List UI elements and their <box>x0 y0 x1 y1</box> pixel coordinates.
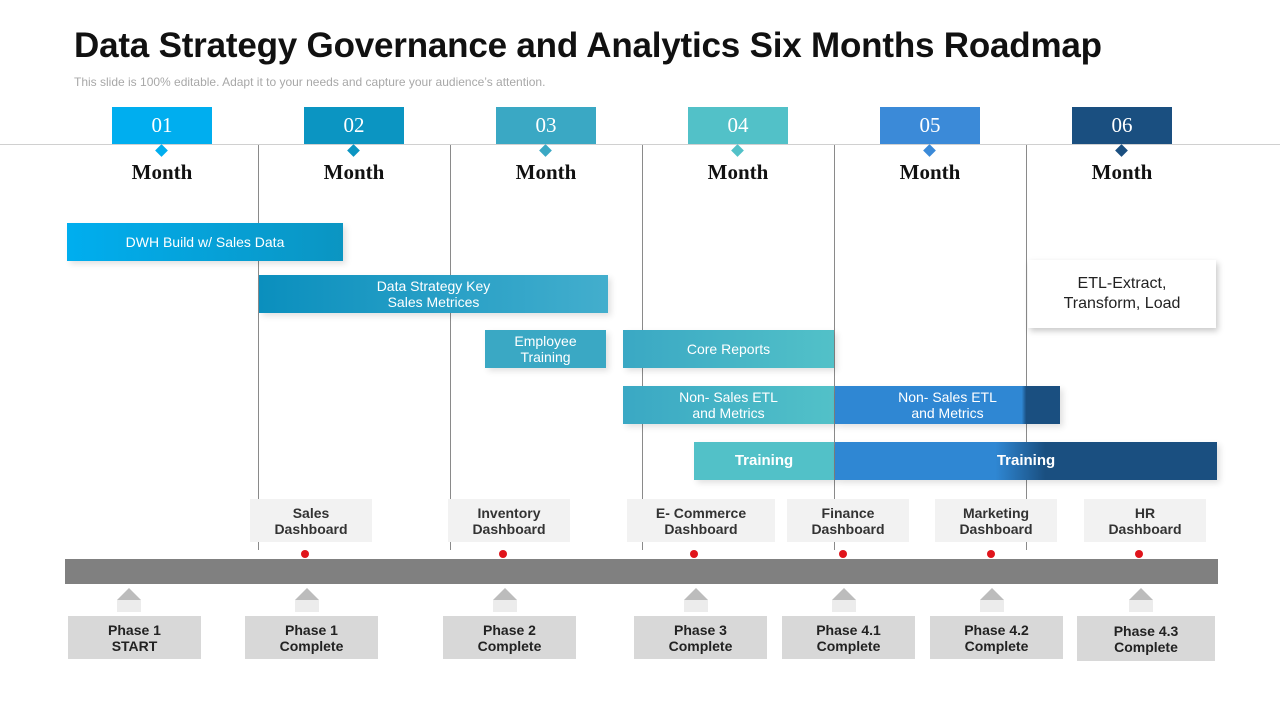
page-title: Data Strategy Governance and Analytics S… <box>74 26 1102 65</box>
phase-pointer <box>117 588 141 600</box>
phase-pointer <box>1129 588 1153 600</box>
month-label: Month <box>899 160 961 184</box>
phase-pointer <box>493 588 517 600</box>
task-bar-dwh-build: DWH Build w/ Sales Data <box>67 223 343 261</box>
dashboard-label: HR Dashboard <box>1084 499 1206 542</box>
dashboard-label: Marketing Dashboard <box>935 499 1057 542</box>
task-bar-non-sales-etl: Non- Sales ETL and Metrics <box>835 386 1060 424</box>
phase-pointer-stem <box>684 600 708 612</box>
month-divider <box>1026 145 1027 550</box>
month-number-badge: 01 <box>112 107 212 144</box>
phase-pointer-stem <box>1129 600 1153 612</box>
milestone-dot <box>301 550 309 558</box>
task-bar-training: Training <box>835 442 1217 480</box>
phase-pointer <box>295 588 319 600</box>
phase-pointer <box>980 588 1004 600</box>
etl-note-box: ETL-Extract, Transform, Load <box>1028 260 1216 328</box>
month-label: Month <box>131 160 193 184</box>
month-diamond-marker <box>923 144 936 157</box>
month-number-badge: 05 <box>880 107 980 144</box>
month-diamond-marker <box>731 144 744 157</box>
month-divider <box>450 145 451 550</box>
month-diamond-marker <box>155 144 168 157</box>
month-diamond-marker <box>347 144 360 157</box>
phase-label: Phase 2 Complete <box>443 616 576 659</box>
task-bar-core-reports: Core Reports <box>623 330 834 368</box>
milestone-dot <box>987 550 995 558</box>
dashboard-label: Inventory Dashboard <box>448 499 570 542</box>
phase-label: Phase 3 Complete <box>634 616 767 659</box>
task-bar-data-strategy: Data Strategy Key Sales Metrices <box>259 275 608 313</box>
month-label: Month <box>515 160 577 184</box>
phase-label: Phase 1 START <box>68 616 201 659</box>
dashboard-label: E- Commerce Dashboard <box>627 499 775 542</box>
month-diamond-marker <box>1115 144 1128 157</box>
task-bar-training: Training <box>694 442 834 480</box>
month-number-badge: 04 <box>688 107 788 144</box>
phase-pointer <box>832 588 856 600</box>
milestone-dot <box>1135 550 1143 558</box>
month-number-badge: 02 <box>304 107 404 144</box>
month-number-badge: 06 <box>1072 107 1172 144</box>
phase-label: Phase 4.3 Complete <box>1077 616 1215 661</box>
dashboard-label: Finance Dashboard <box>787 499 909 542</box>
month-diamond-marker <box>539 144 552 157</box>
phase-label: Phase 1 Complete <box>245 616 378 659</box>
month-label: Month <box>1091 160 1153 184</box>
phase-label: Phase 4.2 Complete <box>930 616 1063 659</box>
phase-pointer-stem <box>980 600 1004 612</box>
phase-pointer-stem <box>295 600 319 612</box>
task-bar-employee-training: Employee Training <box>485 330 606 368</box>
task-bar-non-sales-etl: Non- Sales ETL and Metrics <box>623 386 834 424</box>
phase-pointer-stem <box>832 600 856 612</box>
month-label: Month <box>707 160 769 184</box>
month-number-badge: 03 <box>496 107 596 144</box>
month-divider <box>834 145 835 550</box>
milestone-dot <box>690 550 698 558</box>
phase-pointer-stem <box>493 600 517 612</box>
month-label: Month <box>323 160 385 184</box>
page-subtitle: This slide is 100% editable. Adapt it to… <box>74 75 546 89</box>
phase-label: Phase 4.1 Complete <box>782 616 915 659</box>
phase-pointer <box>684 588 708 600</box>
month-divider <box>258 145 259 550</box>
milestone-dot <box>839 550 847 558</box>
milestone-dot <box>499 550 507 558</box>
timeline-axis <box>65 559 1218 584</box>
dashboard-label: Sales Dashboard <box>250 499 372 542</box>
header-divider <box>0 144 1280 145</box>
phase-pointer-stem <box>117 600 141 612</box>
